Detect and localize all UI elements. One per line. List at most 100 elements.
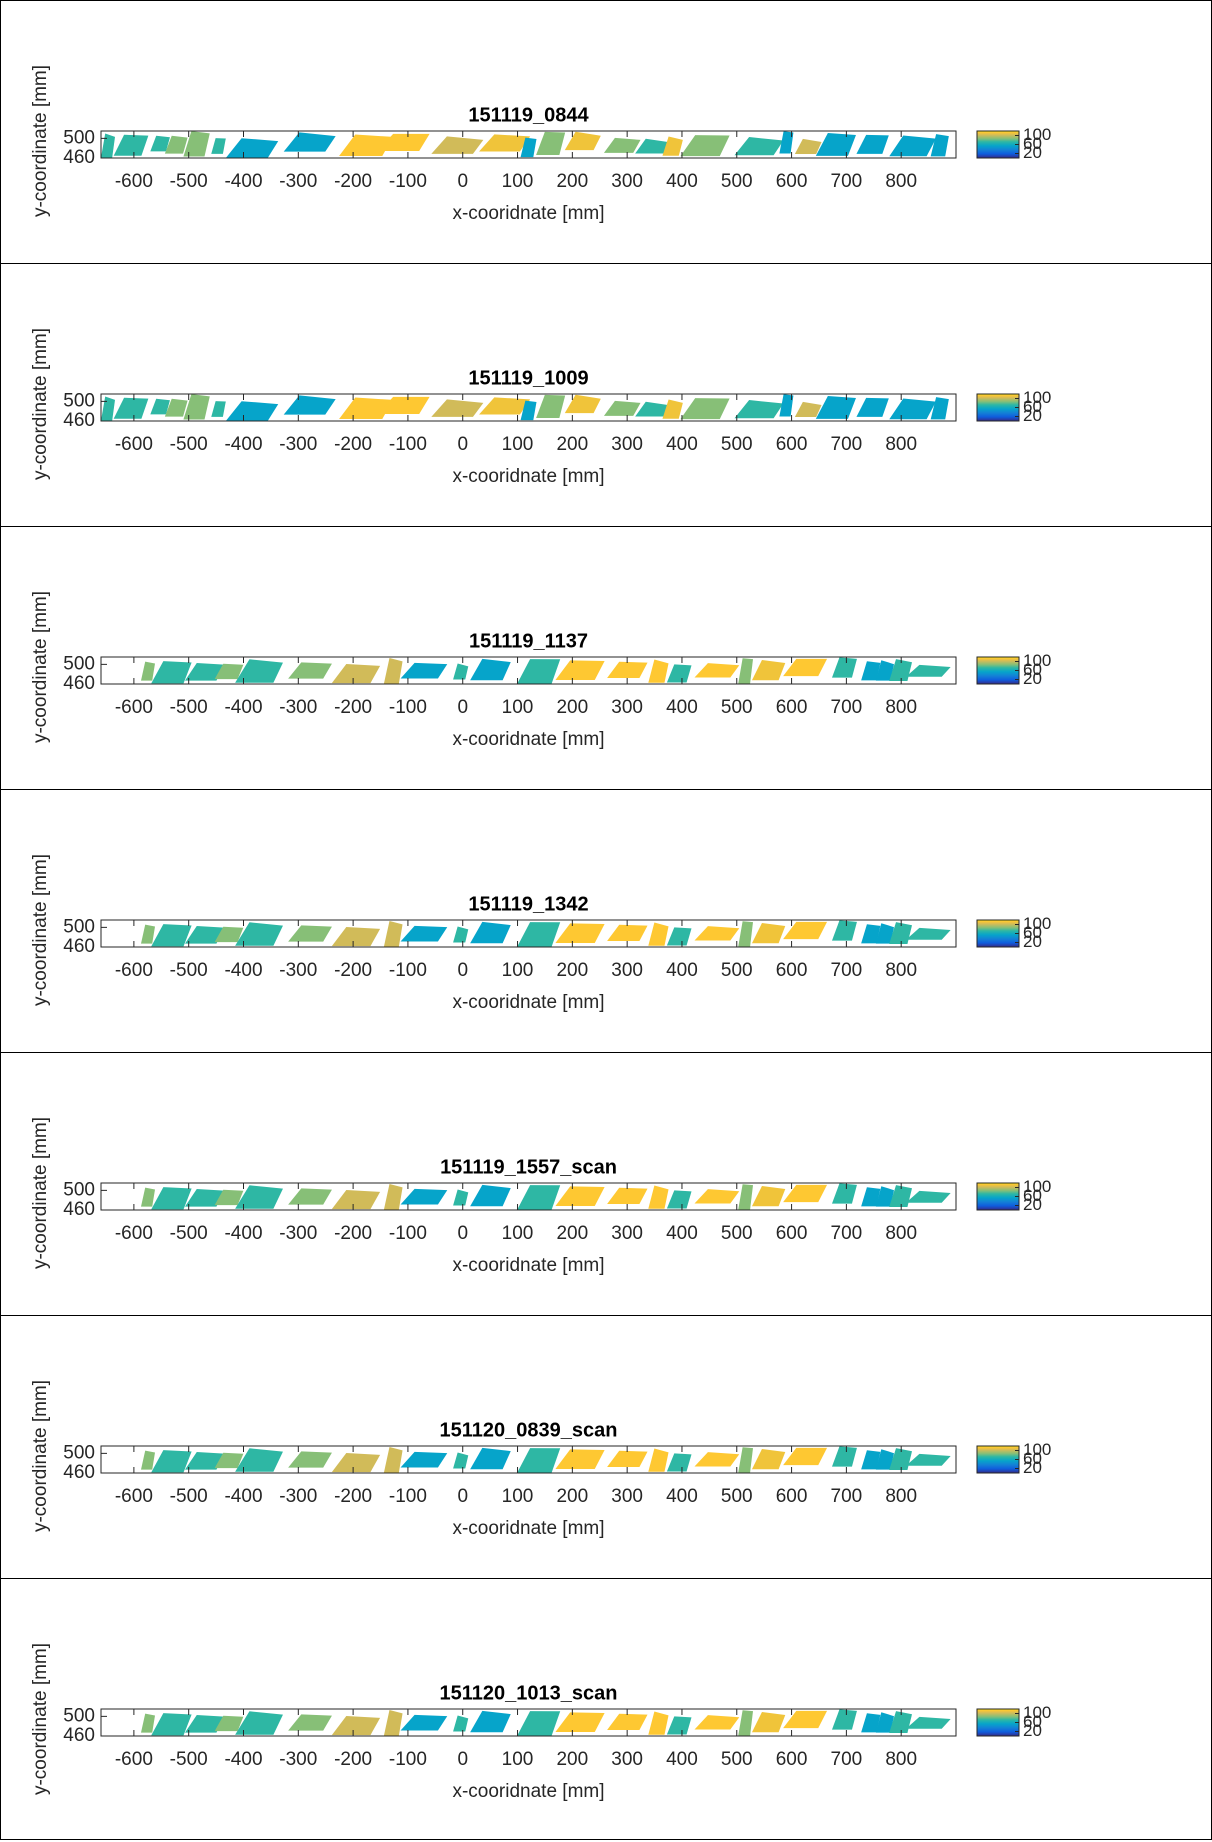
scan-patch [517, 659, 561, 684]
x-tick-label: -500 [170, 434, 208, 455]
colorbar-tick-label: 60 [1023, 1712, 1042, 1731]
scan-patch [831, 920, 857, 941]
x-axis-label: x-cooridnate [mm] [452, 729, 604, 750]
scan-patch [184, 925, 225, 944]
scan-patch [648, 659, 669, 683]
scan-patch [738, 1447, 754, 1473]
axes-box [100, 1182, 957, 1211]
y-tick-label: 500 [63, 653, 95, 674]
chart-title: 151119_1342 [468, 893, 588, 915]
x-tick-label: -400 [224, 171, 262, 192]
x-tick-label: -500 [170, 171, 208, 192]
scan-patch [283, 395, 336, 415]
scan-image [141, 1183, 951, 1210]
x-tick-label: 0 [457, 1223, 468, 1244]
scan-patch [164, 398, 188, 417]
scan-patch [235, 922, 283, 946]
scan-patch [184, 662, 225, 681]
x-tick-label: 700 [831, 1223, 863, 1244]
scan-patch [662, 136, 683, 156]
scan-patch [555, 1712, 605, 1732]
axes-box [100, 919, 957, 948]
x-tick-label: -200 [334, 1223, 372, 1244]
scan-patch [184, 1451, 225, 1470]
x-tick-label: 400 [666, 697, 698, 718]
scan-patch [470, 1447, 511, 1470]
scan-patch [779, 131, 794, 154]
x-tick-label: 100 [502, 1749, 534, 1770]
x-tick-label: 800 [885, 434, 917, 455]
colorbar-tick-label: 60 [1023, 923, 1042, 942]
x-tick-label: -400 [224, 1223, 262, 1244]
x-tick-label: 300 [611, 434, 643, 455]
scan-patch [151, 661, 192, 684]
scan-patch [470, 658, 511, 681]
x-tick-label: 600 [776, 1223, 808, 1244]
y-axis-label: y-coordinate [mm] [30, 328, 51, 480]
scan-patch [815, 132, 856, 156]
scan-patch [906, 1190, 951, 1203]
colorbar-tick-label: 60 [1023, 1449, 1042, 1468]
axes-box [100, 1708, 957, 1737]
x-tick-label: 200 [556, 1223, 588, 1244]
x-tick-label: 500 [721, 960, 753, 981]
chart-title: 151120_1013_scan [440, 1682, 618, 1704]
colorbar [976, 130, 1020, 159]
x-tick-label: 0 [457, 1749, 468, 1770]
scan-patch [751, 1712, 786, 1733]
x-tick-label: -100 [389, 434, 427, 455]
y-tick-label: 500 [63, 1179, 95, 1200]
x-tick-label: -200 [334, 1486, 372, 1507]
scan-patch [141, 661, 156, 681]
scan-patch [783, 658, 828, 677]
chart-title: 151119_0844 [468, 104, 589, 126]
scan-patch [331, 1189, 381, 1210]
y-axis-label: y-coordinate [mm] [30, 1643, 51, 1795]
scan-patch [184, 1714, 225, 1733]
axes-box [100, 393, 957, 422]
x-tick-label: 400 [666, 1223, 698, 1244]
x-tick-label: 800 [885, 697, 917, 718]
y-tick-label: 500 [63, 916, 95, 937]
scan-patch [694, 1715, 740, 1730]
x-axis-label: x-cooridnate [mm] [452, 1781, 604, 1802]
x-tick-label: 500 [721, 434, 753, 455]
x-axis-label: x-cooridnate [mm] [452, 992, 604, 1013]
colorbar [976, 1182, 1020, 1211]
scan-patch [648, 1711, 669, 1735]
scan-patch [738, 1184, 754, 1210]
panel: 151120_1013_scan -600 -500 -400 -300 -200 -100… [0, 1578, 1212, 1840]
scan-patch [288, 1451, 332, 1468]
scan-patch [734, 400, 784, 419]
x-tick-label: -500 [170, 960, 208, 981]
x-tick-label: 400 [666, 1749, 698, 1770]
x-tick-label: 0 [457, 960, 468, 981]
scan-patch [831, 1183, 857, 1204]
scan-patch [555, 923, 605, 943]
colorbar [976, 393, 1020, 422]
scan-patch [738, 1710, 754, 1736]
scan-patch [680, 135, 730, 157]
scan-patch [383, 1709, 403, 1736]
scan-patch [453, 1189, 469, 1206]
scan-patch [738, 658, 754, 684]
x-tick-label: -600 [115, 171, 153, 192]
scan-patch [288, 1714, 332, 1731]
x-tick-label: 400 [666, 434, 698, 455]
scan-patch [906, 1453, 951, 1466]
scan-patch [536, 131, 566, 155]
panel: 151120_0839_scan -600 -500 -400 -300 -200 -100… [0, 1315, 1212, 1579]
scan-patch [150, 135, 170, 152]
y-tick-label: 460 [63, 410, 95, 431]
scan-patch [141, 924, 156, 944]
scan-patch [906, 664, 951, 677]
panel: 151119_1342-600 -500 -400 -300 -200 -100 0 100 2… [0, 789, 1212, 1053]
panel: 151119_1557_scan -600 -500 -400 -300 -200 -100… [0, 1052, 1212, 1316]
scan-patch [603, 137, 641, 153]
colorbar-tick-label: 100 [1023, 1177, 1051, 1196]
scan-patch [666, 1453, 692, 1472]
scan-patch [603, 400, 641, 416]
scan-patch [235, 1185, 283, 1209]
colorbar-tick-label: 100 [1023, 388, 1051, 407]
